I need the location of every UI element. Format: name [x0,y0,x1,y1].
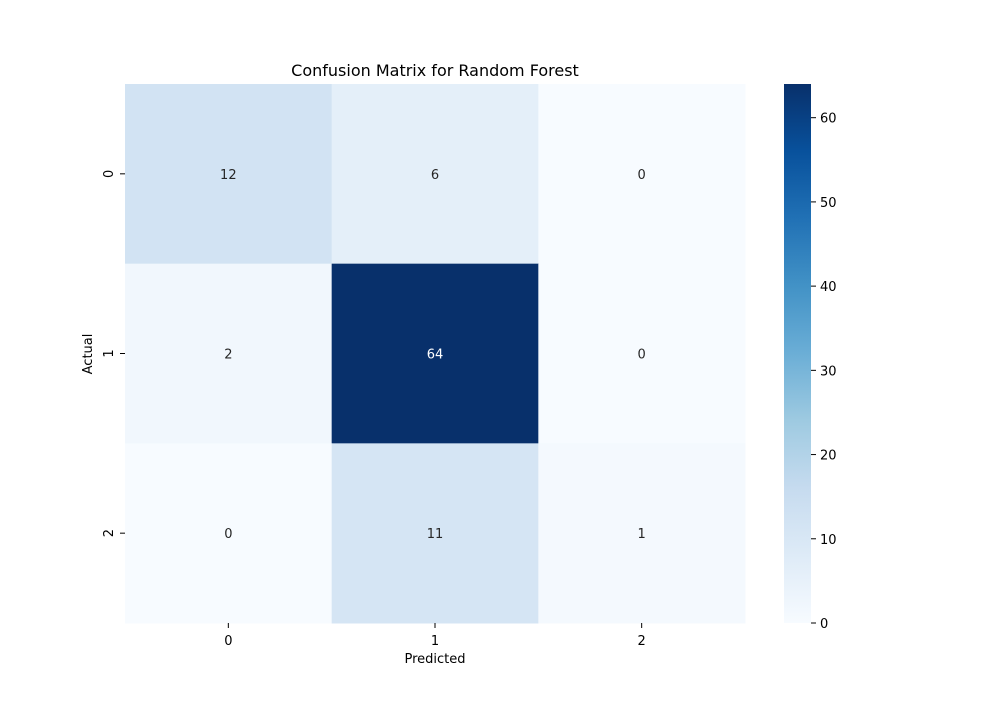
heatmap-cell [331,84,539,265]
heatmap-cell [331,443,539,624]
cell-value-label: 12 [220,168,237,183]
colorbar-tick-label: 40 [820,280,837,295]
cell-value-label: 0 [638,168,646,183]
colorbar-ticks: 0 10 20 30 40 50 60 [811,112,837,632]
x-tick-label: 2 [638,634,646,649]
cell-value-label: 6 [431,168,439,183]
colorbar-tick-label: 10 [820,533,837,548]
heatmap-cell [331,263,539,444]
y-axis-label: Actual [81,334,96,375]
y-tick-label: 1 [102,349,117,357]
heatmap-cell [125,263,333,444]
colorbar-tick-label: 0 [820,617,828,632]
x-axis-label: Predicted [404,652,465,667]
colorbar-tick-label: 60 [820,112,837,127]
cell-value-label: 2 [224,348,232,363]
cell-value-label: 0 [224,527,232,542]
colorbar [784,84,811,623]
colorbar-tick-label: 50 [820,196,837,211]
x-axis-ticks: 0 1 2 [224,623,646,649]
heatmap-cells: 12 6 02 64 00 11 1 [125,84,746,624]
x-tick-label: 1 [431,634,439,649]
colorbar-tick-label: 30 [820,364,837,379]
colorbar-tick-label: 20 [820,449,837,464]
cell-value-label: 64 [427,348,444,363]
cell-value-label: 0 [638,348,646,363]
heatmap-cell [538,263,746,444]
heatmap-cell [125,443,333,624]
cell-value-label: 11 [427,527,444,542]
heatmap-cell [125,84,333,265]
y-tick-label: 2 [102,529,117,537]
chart-title: Confusion Matrix for Random Forest [291,61,579,80]
x-tick-label: 0 [224,634,232,649]
heatmap-cell [538,84,746,265]
heatmap-cell [538,443,746,624]
y-tick-label: 0 [102,170,117,178]
cell-value-label: 1 [638,527,646,542]
y-axis-ticks: 0 1 2 [102,170,125,537]
